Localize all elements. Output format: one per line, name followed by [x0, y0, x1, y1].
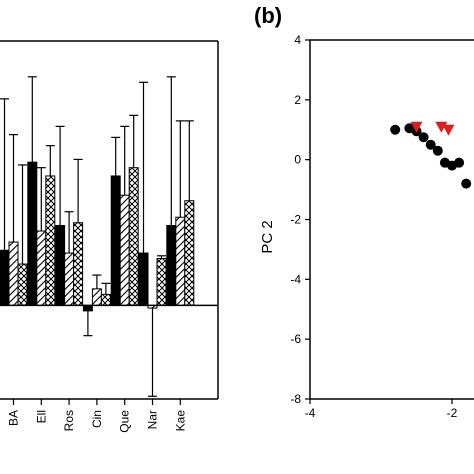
bar-category-labels: BA Ell Ros Cin Que Nar Kae	[7, 399, 187, 433]
y-axis-title: PC 2	[259, 220, 276, 253]
category-label-kae: Kae	[173, 410, 187, 432]
bar-ba-hatched	[8, 241, 19, 306]
bar-que-crosshatch	[128, 167, 139, 306]
bar-ros-hatched	[64, 252, 75, 306]
y-tick-label: -4	[290, 272, 301, 286]
category-label-ell: Ell	[34, 410, 48, 423]
bar-nar-solid	[138, 252, 149, 306]
bar-panel: BA Ell Ros Cin Que Nar Kae	[0, 40, 219, 433]
category-label-que: Que	[118, 410, 132, 433]
scatter-points	[390, 121, 472, 189]
bar-que-solid	[110, 175, 121, 306]
bar-cin-crosshatch	[100, 293, 111, 306]
scatter-point-circle	[418, 132, 429, 143]
y-tick-label: -6	[290, 332, 301, 346]
scatter-point-triangle	[410, 121, 423, 133]
scatter-point-circle	[432, 145, 443, 156]
bar-plot-area	[0, 76, 195, 397]
category-label-cin: Cin	[90, 410, 104, 428]
bar-kae-solid	[166, 225, 177, 306]
bar-ros-solid	[55, 225, 66, 306]
y-tick-label: 4	[294, 33, 301, 47]
bar-ell-hatched	[36, 230, 47, 306]
bar-cin-hatched	[91, 288, 102, 306]
category-label-ba: BA	[7, 410, 21, 426]
scatter-panel: (b) PC 2 4 2 0 -2 -4 -6 -8 -4 -2 0	[254, 3, 474, 420]
y-tick-label: -2	[290, 213, 301, 227]
scatter-point-triangle	[435, 121, 448, 133]
y-tick-label: -8	[290, 392, 301, 406]
x-tick-label: -4	[305, 406, 316, 420]
bar-cin-solid	[82, 304, 93, 312]
bar-kae-crosshatch	[184, 200, 195, 306]
scatter-point-triangle	[442, 124, 455, 136]
bar-ell-solid	[27, 161, 38, 306]
scatter-point-circle	[461, 178, 472, 189]
panel-b-label: (b)	[254, 3, 282, 28]
category-label-nar: Nar	[146, 410, 160, 429]
y-tick-label: 2	[294, 93, 301, 107]
scatter-point-circle	[390, 124, 401, 135]
category-label-ros: Ros	[62, 410, 76, 431]
bar-nar-crosshatch	[156, 258, 167, 306]
scatter-x-ticks: -4-20	[305, 399, 458, 420]
bar-ba-solid	[0, 249, 10, 306]
bar-ell-crosshatch	[45, 175, 56, 306]
scatter-plot-frame	[309, 39, 474, 400]
bar-ba-crosshatch	[17, 263, 28, 306]
bar-que-hatched	[119, 194, 130, 306]
x-tick-label: -2	[447, 406, 458, 420]
scatter-point-circle	[425, 139, 436, 150]
y-tick-label: 0	[294, 153, 301, 167]
bar-ros-crosshatch	[73, 222, 84, 306]
scatter-y-ticks: 4 2 0 -2 -4 -6 -8	[290, 33, 310, 406]
scatter-point-circle	[454, 157, 465, 168]
bar-kae-hatched	[175, 216, 186, 306]
